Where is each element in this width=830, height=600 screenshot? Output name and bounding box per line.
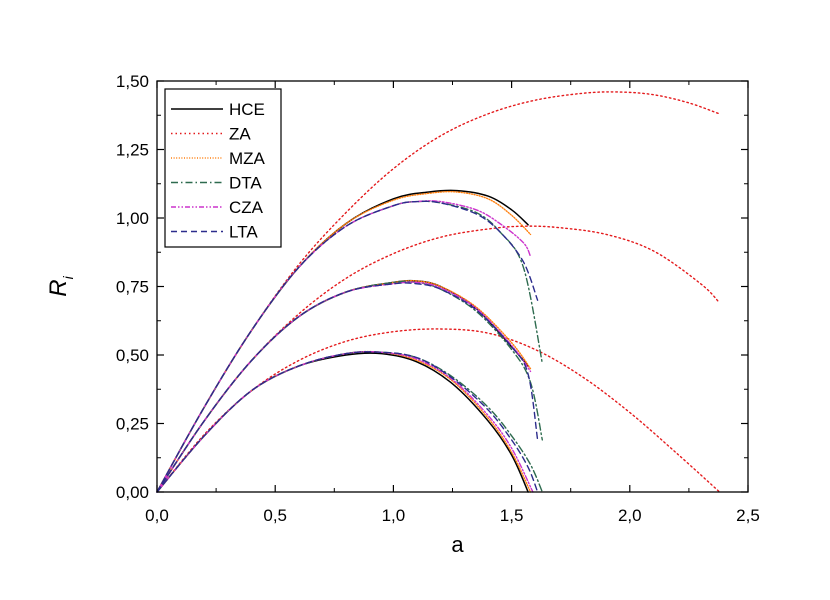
series-hce-curve-1 [156, 352, 529, 493]
x-tick-label: 0,0 [145, 506, 169, 525]
y-axis-label-main: R [45, 279, 72, 296]
series-cza-curve-1 [156, 350, 534, 493]
legend-label-hce: HCE [229, 100, 265, 119]
series-lta-curve-2 [156, 282, 539, 493]
series-mza-curve-1 [156, 350, 532, 493]
series-mza-curve-2 [156, 279, 532, 493]
y-tick-label: 1,00 [116, 209, 149, 228]
series-dta-curve-1 [156, 351, 543, 493]
legend-label-za: ZA [229, 125, 251, 144]
y-axis-label-subscript: i [60, 275, 76, 279]
series-dta-curve-2 [156, 280, 543, 493]
series-hce-curve-2 [156, 279, 529, 493]
y-tick-label: 0,75 [116, 278, 149, 297]
y-tick-label: 0,50 [116, 346, 149, 365]
series-za-curve-1 [156, 328, 721, 493]
x-tick-label: 2,5 [736, 506, 760, 525]
y-tick-label: 1,50 [116, 72, 149, 91]
legend-label-lta: LTA [229, 223, 258, 242]
x-tick-label: 1,0 [382, 506, 406, 525]
legend-box [164, 88, 282, 248]
series-cza-curve-2 [156, 281, 532, 493]
chart-series [156, 91, 721, 493]
x-axis-label: a [451, 532, 464, 557]
y-axis-label: Ri [45, 275, 76, 296]
series-lta-curve-3 [156, 200, 539, 493]
y-tick-label: 0,25 [116, 415, 149, 434]
x-tick-label: 2,0 [618, 506, 642, 525]
y-tick-label: 1,25 [116, 141, 149, 160]
axis-ticks: 0,0 0,5 1,0 1,5 2,0 2,5 0,00 0,25 0,50 0,75 1,00 1,… [116, 72, 760, 525]
series-lta [156, 200, 539, 493]
plot-frame [156, 80, 749, 493]
y-tick-label: 0,00 [116, 483, 149, 502]
x-tick-label: 0,5 [263, 506, 287, 525]
series-lta-curve-1 [156, 351, 539, 493]
series-za-curve-2 [156, 225, 721, 493]
legend-label-dta: DTA [229, 174, 262, 193]
legend: HCE ZA MZA DTA CZA LTA [164, 88, 282, 248]
legend-label-cza: CZA [229, 198, 264, 217]
legend-label-mza: MZA [229, 149, 266, 168]
x-tick-label: 1,5 [500, 506, 524, 525]
